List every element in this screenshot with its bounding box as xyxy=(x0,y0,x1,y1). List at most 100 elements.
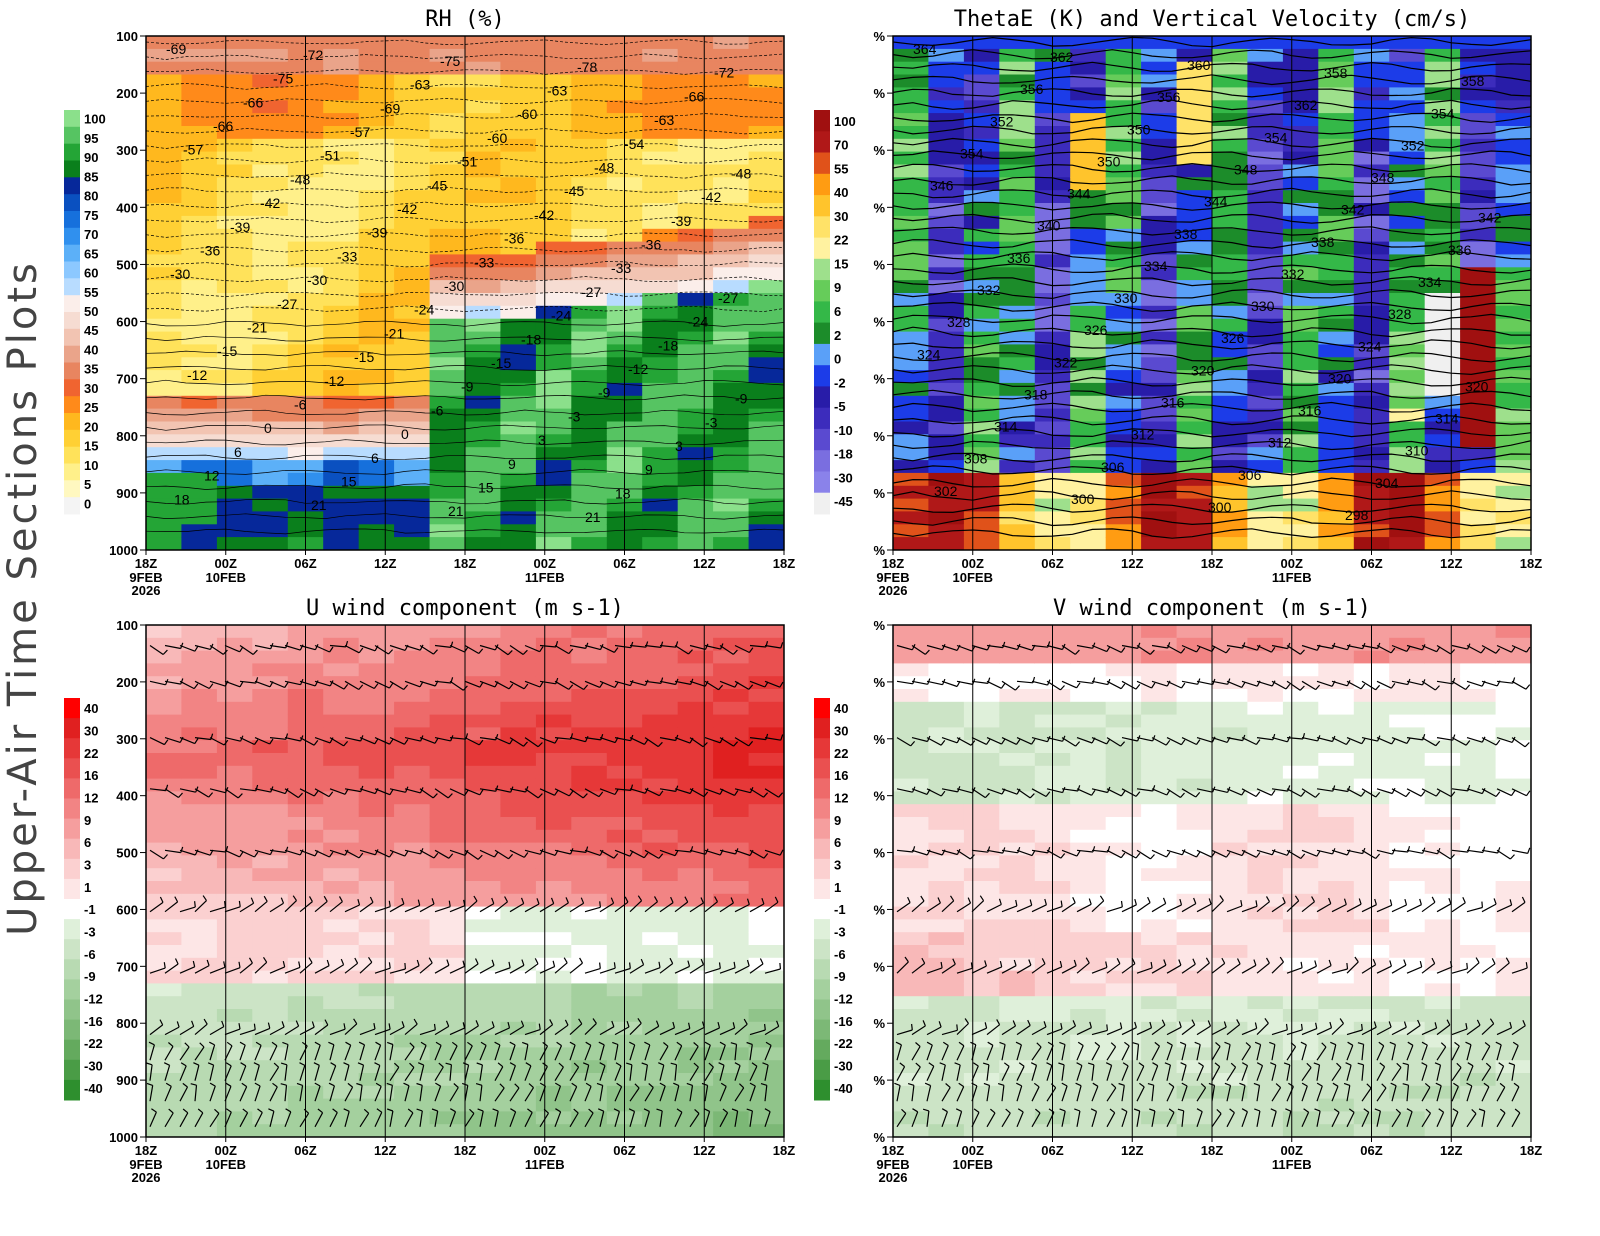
field-cell xyxy=(465,48,501,63)
field-cell xyxy=(358,151,395,165)
field-cell xyxy=(500,293,537,307)
field-cell xyxy=(713,138,750,153)
wind-barb-flag xyxy=(495,785,499,792)
field-cell xyxy=(677,1034,714,1048)
field-cell xyxy=(1105,177,1142,191)
field-cell xyxy=(999,305,1036,320)
wind-barb xyxy=(434,644,451,648)
field-cell xyxy=(465,740,501,754)
field-cell xyxy=(323,663,360,677)
field-cell xyxy=(1318,804,1355,818)
field-cell xyxy=(571,382,608,397)
field-cell xyxy=(1070,727,1107,741)
field-cell xyxy=(429,138,466,153)
field-cell xyxy=(323,511,360,525)
wind-barb xyxy=(1091,644,1108,653)
field-cell xyxy=(999,1060,1036,1074)
colorbar-label: -45 xyxy=(834,494,853,509)
wind-barb-flag xyxy=(263,895,268,902)
field-cell xyxy=(181,637,218,652)
wind-barb-flag xyxy=(386,1041,394,1046)
field-cell xyxy=(928,650,965,664)
colorbar-label: -18 xyxy=(834,447,853,462)
colorbar-label: 20 xyxy=(84,419,98,434)
field-cell xyxy=(1389,945,1426,959)
wind-barb xyxy=(464,1064,470,1081)
wind-barb xyxy=(1241,680,1258,687)
field-cell xyxy=(1212,855,1248,869)
wind-barb-flag xyxy=(718,1062,725,1066)
field-cell xyxy=(571,727,608,741)
wind-barb-flag xyxy=(1091,789,1096,796)
field-cell xyxy=(429,280,466,294)
field-cell xyxy=(146,765,182,780)
wind-barb xyxy=(389,644,406,651)
wind-barb-flag xyxy=(296,1082,303,1086)
wind-barb xyxy=(509,964,525,974)
field-cell xyxy=(1070,537,1107,550)
wind-barb xyxy=(1511,737,1526,748)
field-cell xyxy=(748,919,784,933)
wind-barb xyxy=(1016,849,1033,857)
field-cell xyxy=(999,957,1036,972)
colorbar-label: 15 xyxy=(84,439,98,454)
field-cell xyxy=(893,817,929,831)
wind-barb-flag xyxy=(1286,849,1291,856)
wind-barb-flag xyxy=(1196,646,1201,653)
field-cell xyxy=(1141,36,1178,50)
wind-barb xyxy=(494,849,509,860)
field-cell xyxy=(465,919,501,933)
field-cell xyxy=(252,151,289,165)
field-cell xyxy=(1105,650,1142,664)
wind-barb-flag xyxy=(624,896,629,903)
field-cell xyxy=(1318,701,1355,716)
field-cell xyxy=(429,100,466,114)
wind-barb-flag xyxy=(491,959,495,966)
wind-barb-flag xyxy=(475,1083,483,1086)
field-cell xyxy=(677,36,714,50)
field-cell xyxy=(429,1060,466,1074)
x-tick-date: 11FEB xyxy=(525,570,565,585)
field-cell xyxy=(1247,906,1284,920)
wind-barb xyxy=(239,788,256,792)
field-cell xyxy=(748,138,784,153)
contour-label: -60 xyxy=(517,106,537,122)
wind-barb-flag xyxy=(1347,785,1351,792)
wind-barb-flag xyxy=(640,958,645,965)
colorbar-label: -6 xyxy=(84,947,96,962)
wind-barb xyxy=(689,1085,694,1102)
wind-barb xyxy=(569,962,583,974)
field-cell xyxy=(893,408,929,422)
field-cell xyxy=(216,791,253,805)
wind-barb xyxy=(314,680,331,687)
wind-barb xyxy=(224,906,241,913)
contour-label: -66 xyxy=(243,94,263,110)
field-cell xyxy=(429,804,466,818)
field-cell xyxy=(571,983,608,997)
field-cell xyxy=(465,293,501,307)
wind-barb xyxy=(464,1025,479,1036)
field-cell xyxy=(928,753,965,767)
wind-barb xyxy=(344,1065,350,1081)
field-cell xyxy=(1424,829,1461,844)
field-cell xyxy=(358,893,395,908)
wind-barb-flag xyxy=(239,851,244,858)
wind-barb-flag xyxy=(1162,897,1167,904)
contour-label: 21 xyxy=(311,497,327,513)
field-cell xyxy=(252,970,289,984)
field-cell xyxy=(216,1034,253,1048)
wind-barb xyxy=(926,849,943,856)
field-cell xyxy=(1424,701,1461,716)
wind-barb xyxy=(1511,788,1527,797)
wind-barb-flag xyxy=(1524,742,1530,748)
wind-barb-flag xyxy=(357,899,361,906)
wind-barb-flag xyxy=(462,960,466,967)
wind-barb xyxy=(764,737,781,741)
field-cell xyxy=(323,996,360,1010)
field-cell xyxy=(429,113,466,127)
field-cell xyxy=(500,421,537,435)
wind-barb-flag xyxy=(1390,647,1396,654)
field-cell xyxy=(1070,842,1107,856)
field-cell xyxy=(1460,421,1497,435)
panel-thetae: ThetaE (K) and Vertical Velocity (cm/s)%… xyxy=(814,7,1542,598)
